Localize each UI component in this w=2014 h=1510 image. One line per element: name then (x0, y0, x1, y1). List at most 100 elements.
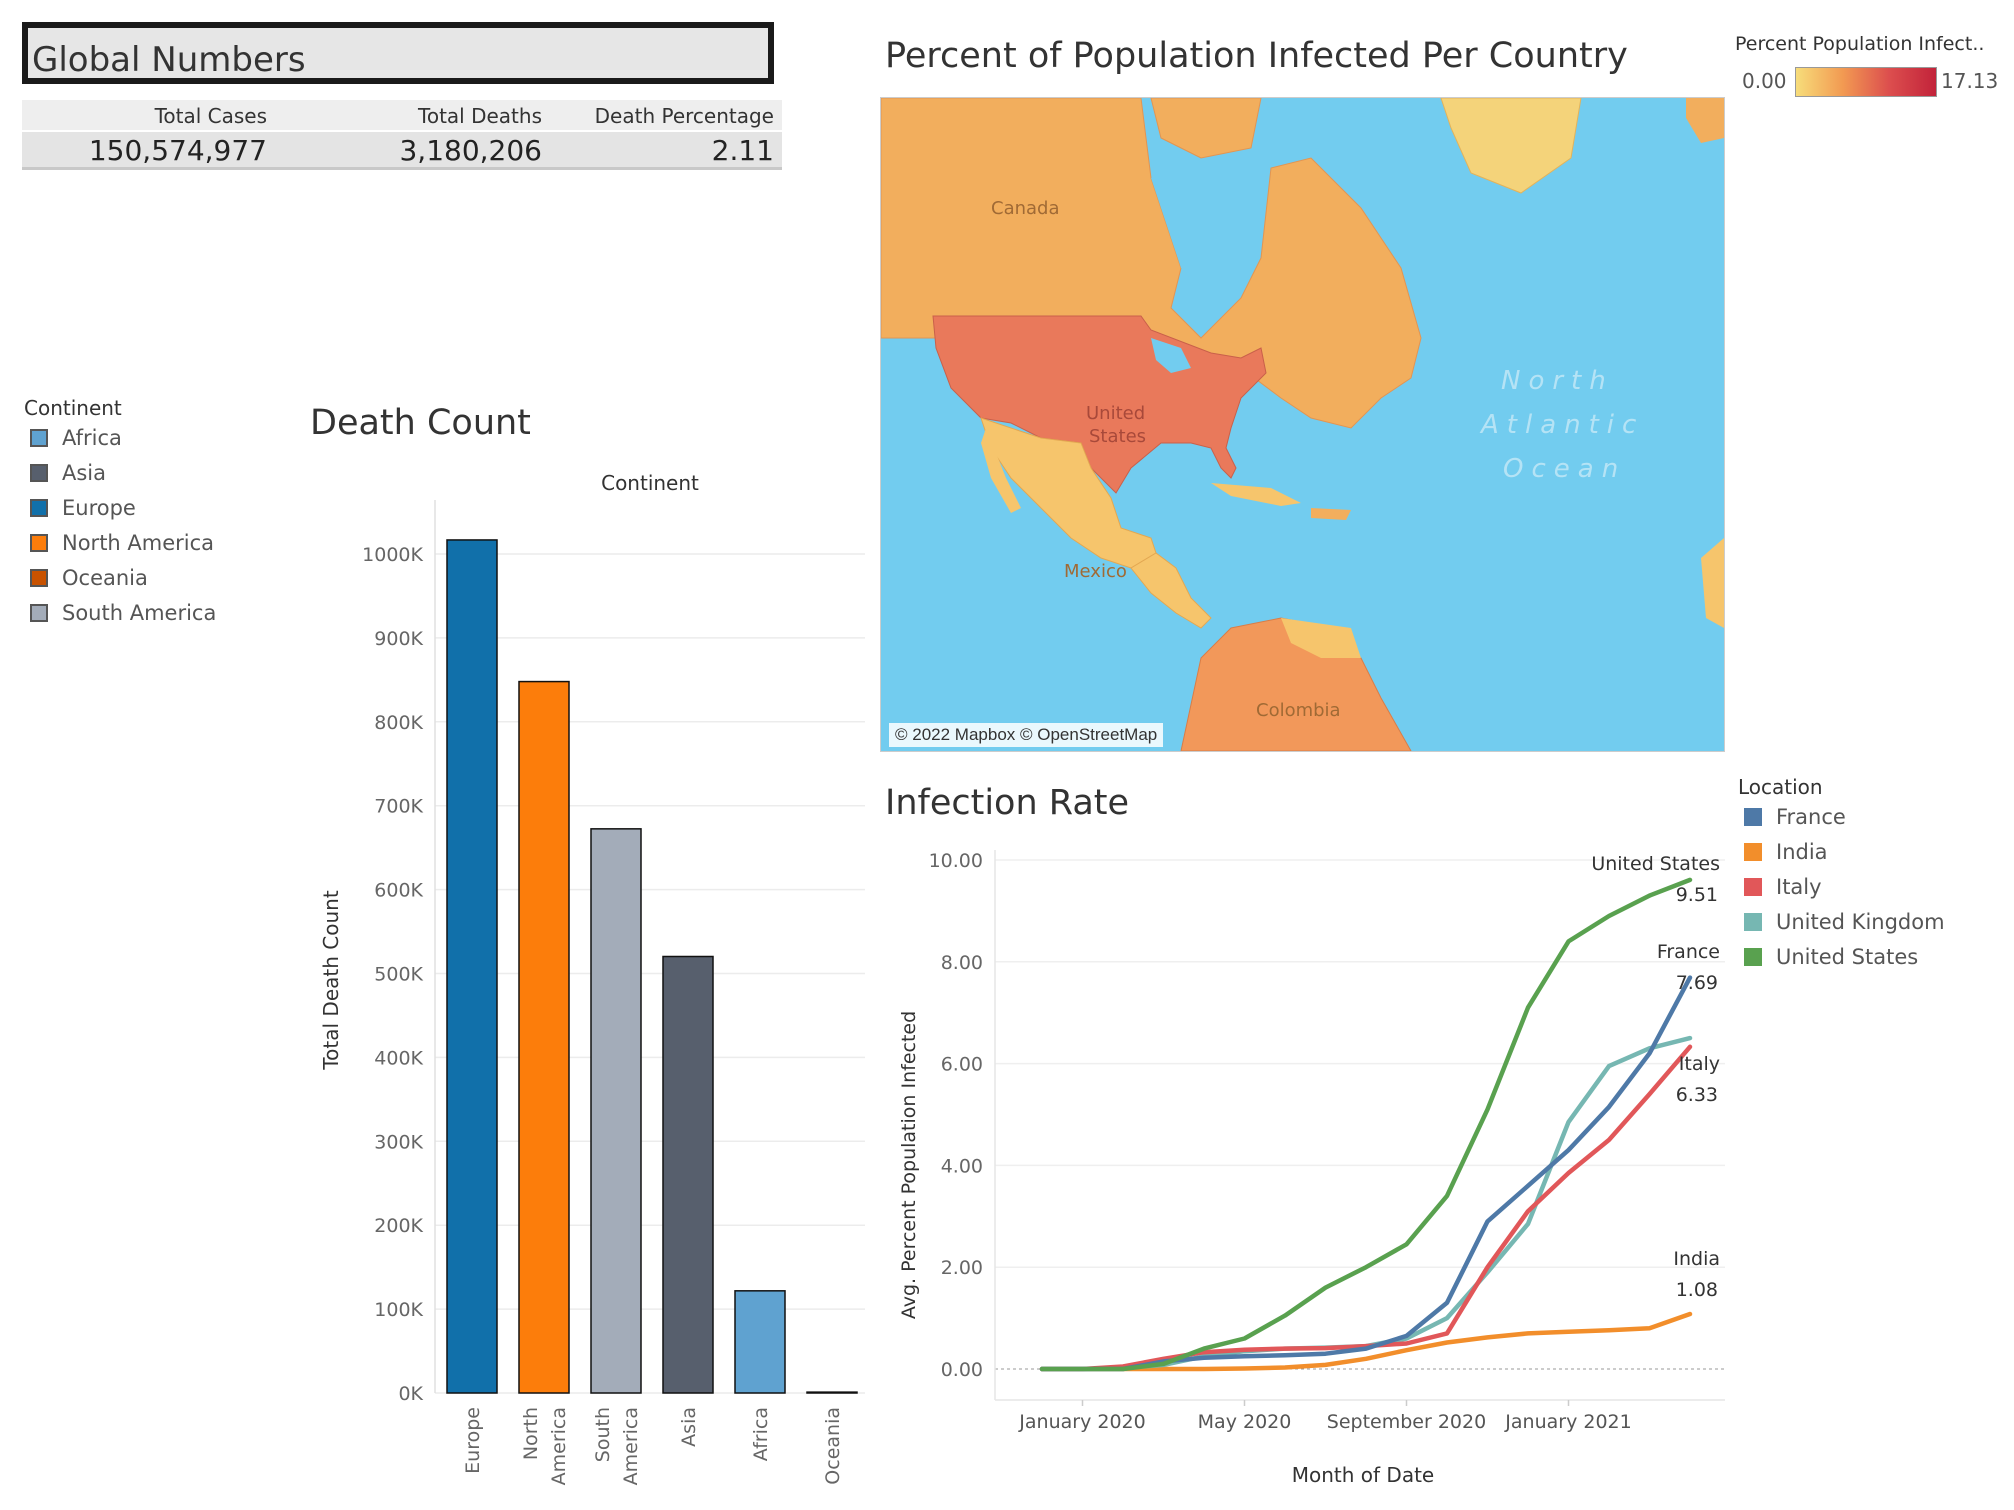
bar-y-tick-label: 100K (374, 1299, 423, 1321)
legend-swatch-africa (30, 429, 48, 447)
line-y-tick-label: 6.00 (941, 1054, 983, 1076)
map-label-us-line1: United (1086, 403, 1146, 424)
end-value-france: 7.69 (1676, 972, 1718, 994)
line-series-group (1039, 877, 1693, 1372)
line-y-axis-label: Avg. Percent Population Infected (898, 1011, 920, 1319)
line-y-tick-label: 10.00 (929, 850, 983, 872)
bar-x-label-asia: Asia (678, 1407, 700, 1447)
legend-label-italy: Italy (1776, 875, 1822, 899)
map-label-canada: Canada (991, 198, 1060, 219)
bar-y-tick-label: 500K (374, 964, 423, 986)
bar-x-label-oceania: Oceania (822, 1407, 844, 1485)
bar-y-tick-label: 0K (398, 1383, 423, 1405)
map-label-mexico: Mexico (1064, 561, 1127, 582)
line-y-tick-label: 8.00 (941, 952, 983, 974)
end-value-india: 1.08 (1676, 1279, 1718, 1301)
line-y-tick-label: 2.00 (941, 1257, 983, 1279)
legend-swatch-south-america (30, 604, 48, 622)
line-france[interactable] (1039, 975, 1693, 1372)
map-baja (981, 428, 1021, 513)
map-ocean-line1: North (1501, 366, 1614, 396)
line-x-ticks: January 2020 May 2020 September 2020 Januar… (1018, 1400, 1632, 1433)
legend-swatch-italy (1744, 878, 1762, 896)
legend-swatch-united-kingdom (1744, 913, 1762, 931)
bar-y-axis-label: Total Death Count (319, 890, 343, 1070)
map-canvas (881, 98, 1724, 751)
death-count-title: Death Count (310, 403, 531, 443)
legend-swatch-united-states (1744, 948, 1762, 966)
end-label-united-states: United States (1591, 853, 1720, 875)
bar-europe[interactable] (446, 539, 498, 1394)
map-arctic-islands (1150, 98, 1262, 159)
infection-rate-title: Infection Rate (885, 783, 1130, 823)
bar-south-america[interactable] (590, 828, 642, 1394)
death-count-chart: Continent Total Death Count 0K 100K 200K 30… (319, 471, 865, 1485)
map-greenland (1440, 98, 1582, 194)
line-x-axis-label: Month of Date (1292, 1463, 1434, 1487)
value-total-cases: 150,574,977 (88, 134, 267, 167)
map-ocean-line3: Ocean (1503, 454, 1627, 484)
legend-label-europe: Europe (62, 496, 136, 520)
header-total-deaths: Total Deaths (418, 104, 542, 128)
map-great-lakes (1151, 338, 1191, 373)
line-gridlines (994, 850, 1725, 1401)
line-italy[interactable] (1039, 1044, 1693, 1372)
legend-label-asia: Asia (62, 461, 107, 485)
map-attribution[interactable]: © 2022 Mapbox © OpenStreetMap (889, 723, 1164, 747)
bar-north-america[interactable] (518, 680, 570, 1394)
map-central-america (1130, 552, 1212, 629)
global-numbers-value-row: 150,574,977 3,180,206 2.11 (22, 132, 782, 170)
legend-label-united-kingdom: United Kingdom (1776, 910, 1945, 934)
legend-label-united-states: United States (1776, 945, 1919, 969)
infection-map[interactable]: Canada United States Mexico Colombia Nor… (880, 97, 1725, 752)
bar-y-tick-label: 900K (374, 628, 423, 650)
map-label-colombia: Colombia (1256, 700, 1341, 721)
line-end-labels: France 7.69 India 1.08 Italy 6.33 United State… (1591, 853, 1720, 1301)
map-cuba (1211, 483, 1301, 506)
end-label-italy: Italy (1679, 1053, 1720, 1075)
continent-legend-title: Continent (24, 396, 122, 420)
map-label-us-line2: States (1089, 426, 1147, 447)
continent-legend: Continent Africa Asia Europe North Ameri… (24, 396, 284, 636)
value-death-percentage: 2.11 (711, 134, 774, 167)
end-value-italy: 6.33 (1676, 1084, 1718, 1106)
ppi-legend-max: 17.13 (1941, 69, 1999, 93)
map-iceland (1686, 98, 1724, 143)
legend-label-south-america: South America (62, 601, 217, 625)
end-value-united-states: 9.51 (1676, 884, 1718, 906)
bar-asia[interactable] (662, 955, 714, 1394)
bar-y-tick-label: 200K (374, 1215, 423, 1237)
line-y-tick-label: 0.00 (941, 1359, 983, 1381)
bar-africa[interactable] (734, 1290, 786, 1394)
location-legend-title: Location (1738, 775, 1823, 799)
line-united-states[interactable] (1039, 877, 1693, 1372)
ppi-legend-min: 0.00 (1742, 69, 1787, 93)
header-total-cases: Total Cases (154, 104, 267, 128)
line-x-tick-label: January 2021 (1504, 1411, 1631, 1433)
legend-swatch-north-america (30, 534, 48, 552)
bar-y-tick-label: 800K (374, 712, 423, 734)
bar-y-tick-label: 300K (374, 1131, 423, 1153)
global-numbers-header-row: Total Cases Total Deaths Death Percentag… (22, 100, 782, 130)
ppi-legend-gradient (1795, 67, 1937, 97)
line-united-kingdom[interactable] (1039, 1035, 1693, 1372)
infection-rate-chart: Avg. Percent Population Infected Month o… (898, 850, 1725, 1487)
legend-label-france: France (1776, 805, 1846, 829)
bar-y-tick-label: 700K (374, 796, 423, 818)
bar-gridlines (434, 500, 865, 1394)
bar-y-ticks: 0K 100K 200K 300K 400K 500K 600K 700K 800K 900K 10… (362, 544, 423, 1405)
line-y-tick-label: 4.00 (941, 1155, 983, 1177)
bar-x-label-north-america: America (548, 1407, 570, 1485)
bar-x-label-north-america: North (520, 1407, 542, 1460)
legend-swatch-asia (30, 464, 48, 482)
bar-oceania[interactable] (806, 1391, 858, 1394)
value-total-deaths: 3,180,206 (399, 134, 542, 167)
line-x-tick-label: May 2020 (1198, 1411, 1292, 1433)
end-label-india: India (1673, 1248, 1720, 1270)
legend-swatch-france (1744, 808, 1762, 826)
bar-x-label-europe: Europe (462, 1407, 484, 1474)
bar-x-label-africa: Africa (750, 1407, 772, 1461)
line-india[interactable] (1039, 1311, 1693, 1372)
line-x-tick-label: January 2020 (1018, 1411, 1145, 1433)
legend-swatch-india (1744, 843, 1762, 861)
